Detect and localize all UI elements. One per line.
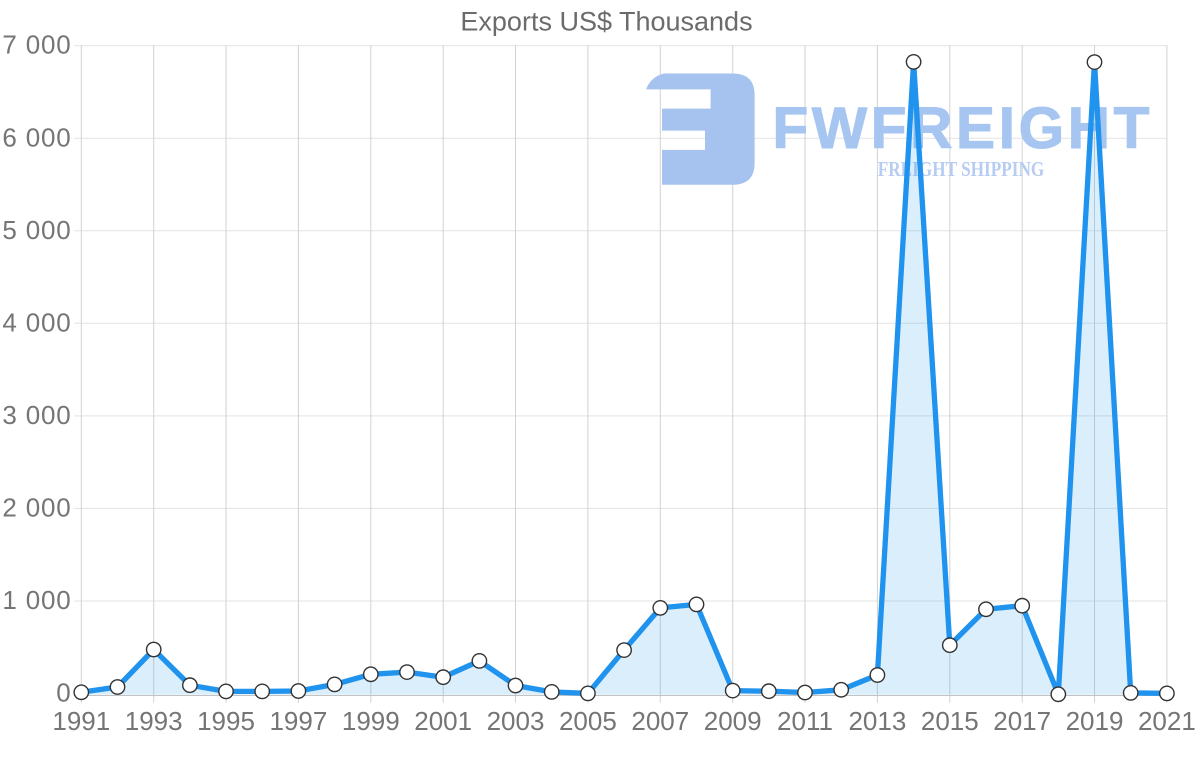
svg-text:2003: 2003	[487, 706, 545, 736]
svg-text:1997: 1997	[269, 706, 327, 736]
svg-text:6 000: 6 000	[2, 122, 71, 152]
svg-text:1993: 1993	[125, 706, 183, 736]
svg-text:7 000: 7 000	[2, 30, 71, 60]
svg-text:3 000: 3 000	[2, 400, 71, 430]
svg-text:1999: 1999	[342, 706, 400, 736]
svg-text:2007: 2007	[631, 706, 689, 736]
svg-text:2015: 2015	[921, 706, 979, 736]
svg-text:1991: 1991	[52, 706, 110, 736]
svg-text:1 000: 1 000	[2, 585, 71, 615]
svg-text:2019: 2019	[1066, 706, 1124, 736]
svg-text:2 000: 2 000	[2, 492, 71, 522]
svg-text:2005: 2005	[559, 706, 617, 736]
svg-text:2013: 2013	[848, 706, 906, 736]
svg-text:1995: 1995	[197, 706, 255, 736]
svg-text:FREIGHT SHIPPING: FREIGHT SHIPPING	[878, 159, 1045, 182]
svg-text:2009: 2009	[704, 706, 762, 736]
svg-text:2001: 2001	[414, 706, 472, 736]
svg-text:5 000: 5 000	[2, 215, 71, 245]
svg-text:2021: 2021	[1138, 706, 1196, 736]
svg-text:2017: 2017	[993, 706, 1051, 736]
svg-text:Exports US$ Thousands: Exports US$ Thousands	[460, 7, 752, 37]
svg-text:4 000: 4 000	[2, 307, 71, 337]
svg-text:2011: 2011	[777, 706, 833, 736]
svg-text:0: 0	[56, 678, 71, 708]
